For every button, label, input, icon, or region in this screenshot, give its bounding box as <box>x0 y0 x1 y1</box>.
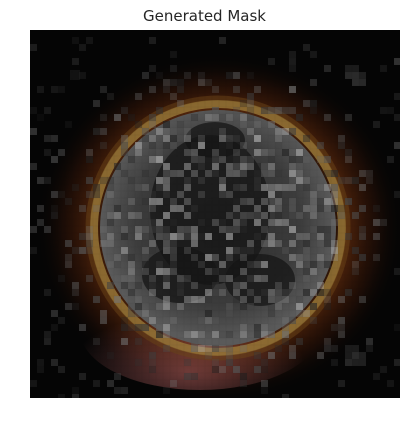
figure-title: Generated Mask <box>0 5 409 27</box>
pixel-grid <box>30 30 400 398</box>
generated-mask-image <box>30 30 400 398</box>
mask-canvas <box>30 30 400 398</box>
